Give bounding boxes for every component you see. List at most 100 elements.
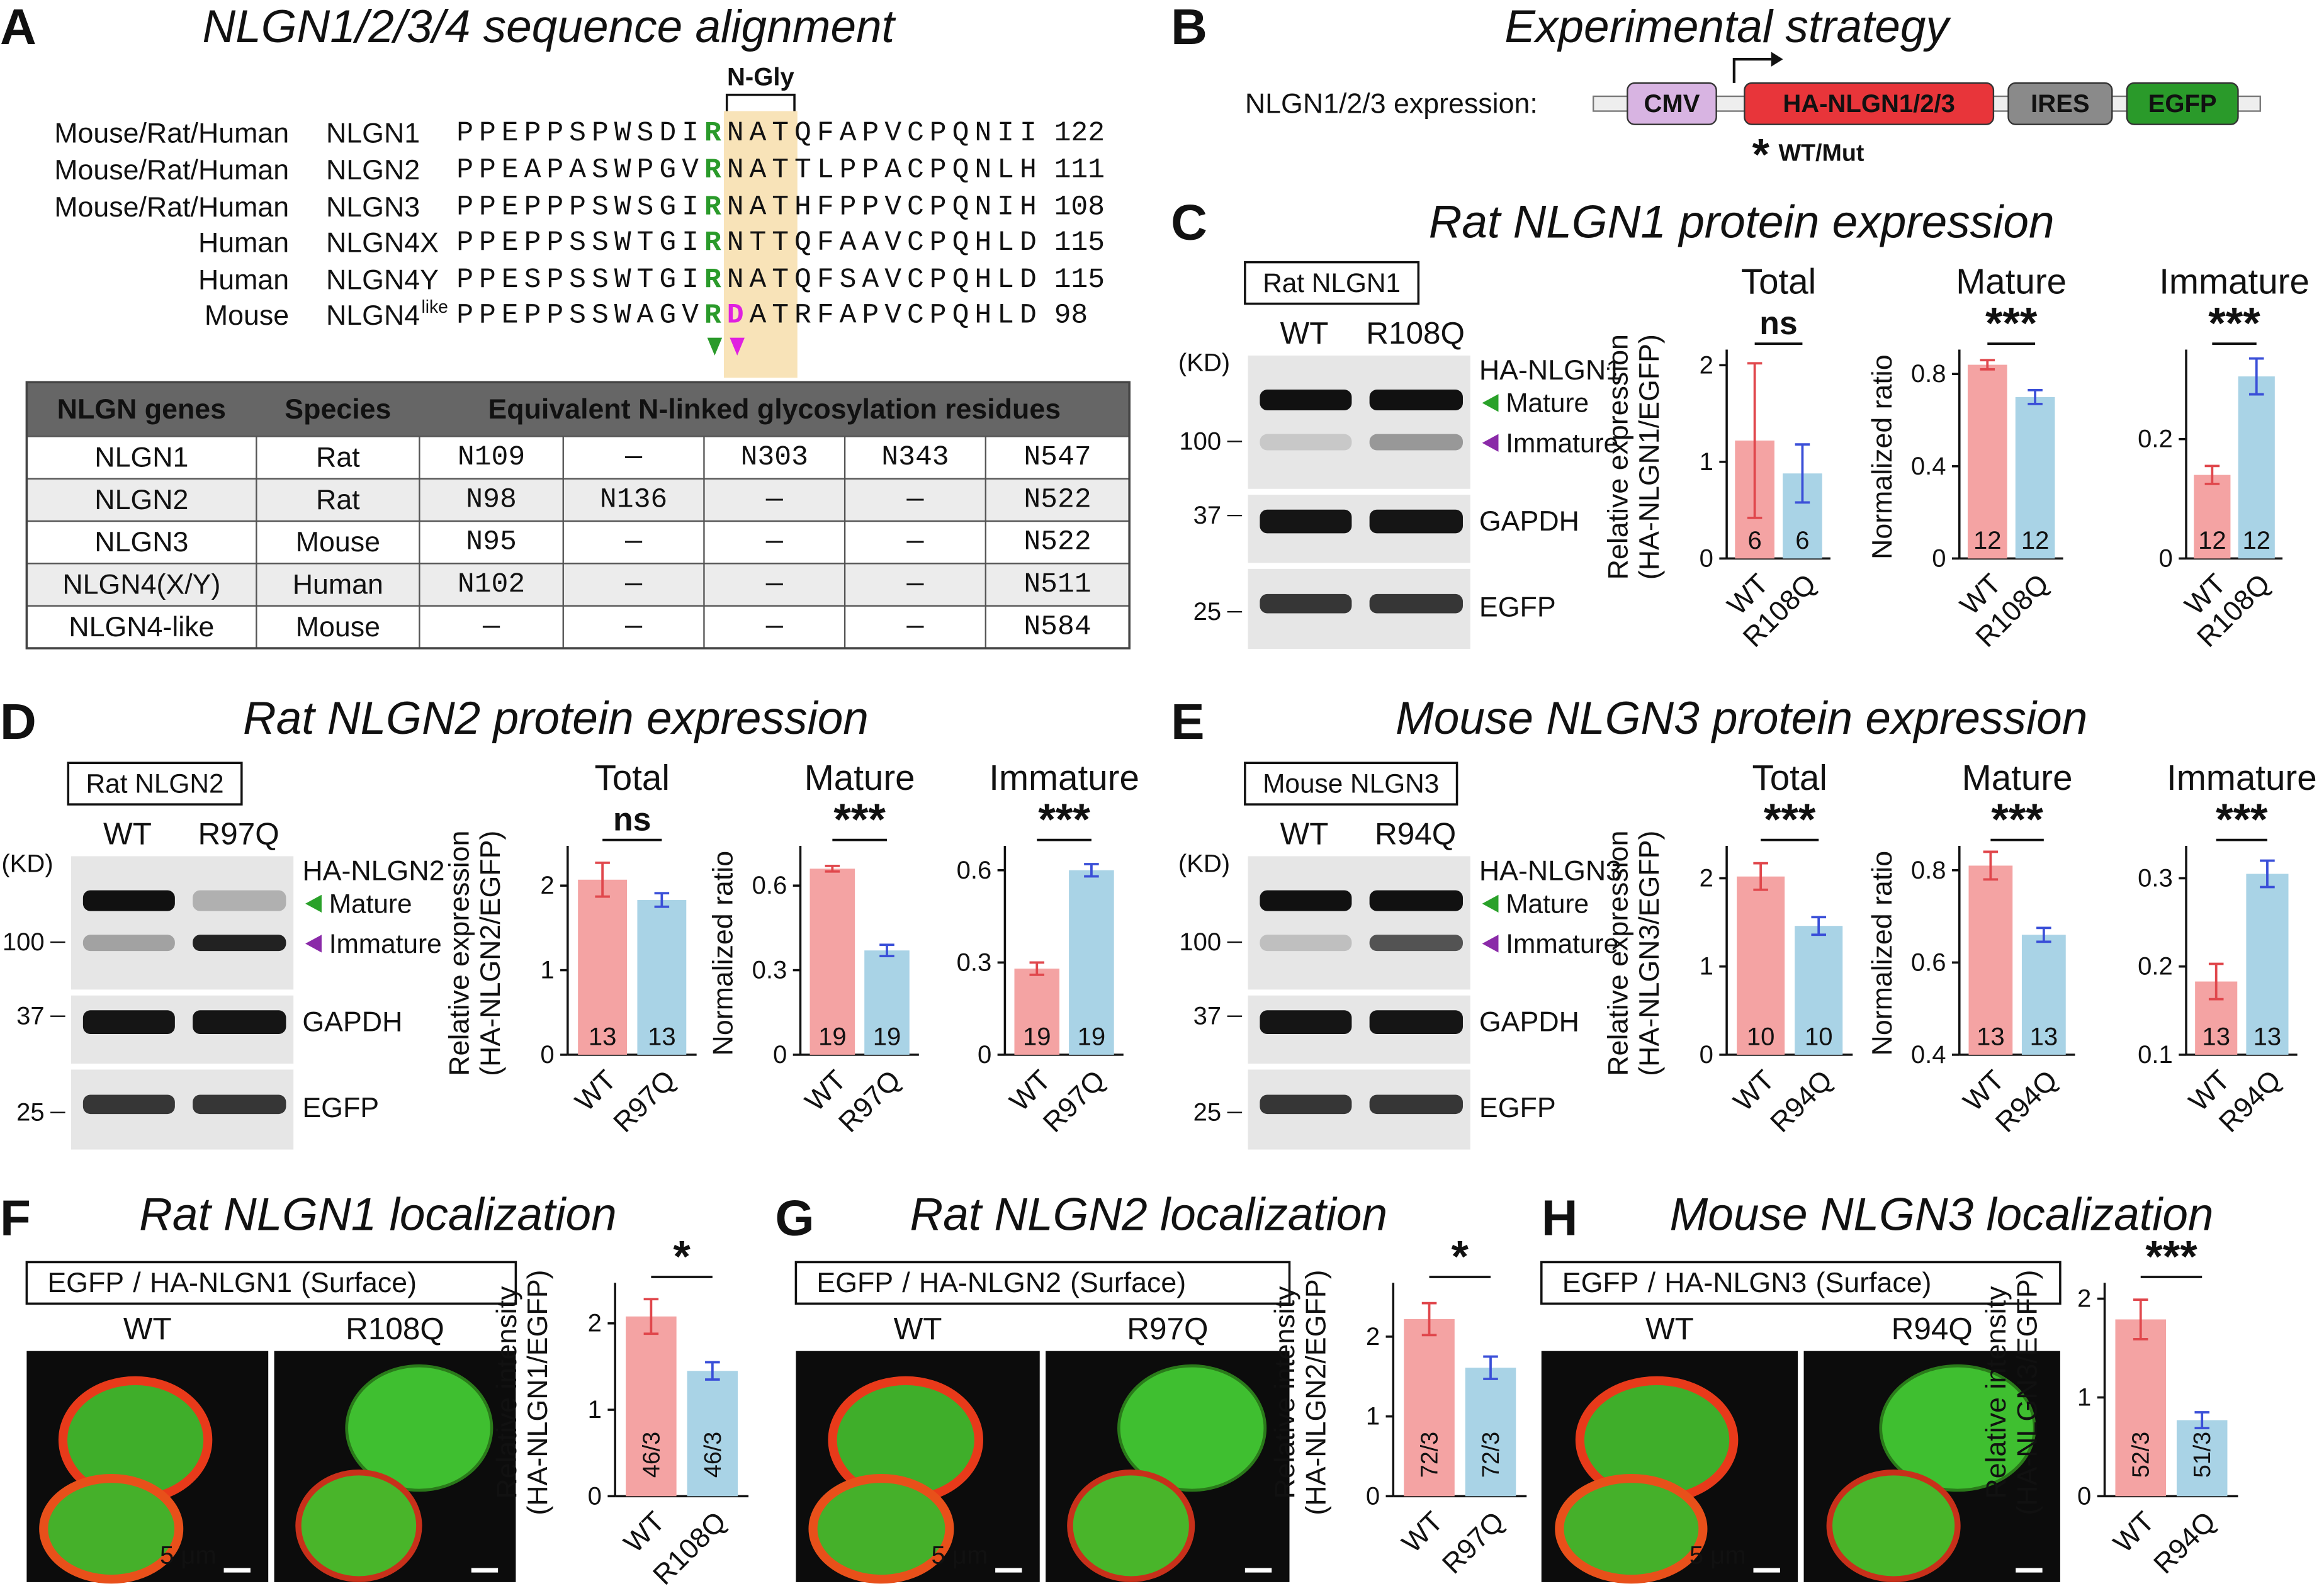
panel-title: Rat NLGN2 protein expression: [243, 693, 869, 744]
bar: [1014, 969, 1060, 1055]
n-label: 72/3: [1416, 1432, 1443, 1478]
band-gapdh: [1260, 509, 1352, 534]
band-label: Mature: [1506, 889, 1589, 918]
y-tick-label: 0.4: [1911, 1041, 1946, 1069]
species: Mouse/Rat/Human: [54, 155, 289, 186]
panel-title: Rat NLGN2 localization: [910, 1189, 1388, 1240]
stain-label: EGFP: [47, 1268, 124, 1298]
band-mature: [1260, 890, 1352, 911]
table-cell: NLGN2: [94, 485, 188, 515]
x-tick-label: R94Q: [1764, 1065, 1838, 1138]
species: Human: [198, 264, 289, 295]
stain-label: (Surface): [1070, 1268, 1186, 1298]
band-label: EGFP: [302, 1093, 379, 1123]
error-bar: [1983, 850, 1999, 881]
band-label: GAPDH: [1479, 1007, 1579, 1038]
band-mature: [1369, 390, 1463, 411]
band-immature: [193, 935, 286, 952]
species: Mouse/Rat/Human: [54, 192, 289, 223]
band-label: GAPDH: [1479, 506, 1579, 537]
bar: [1967, 364, 2007, 559]
table-header-bg: [26, 382, 1130, 437]
construct-label: NLGN1/2/3 expression:: [1245, 88, 1538, 119]
error-bar: [1084, 863, 1099, 878]
y-tick-label: 0: [1366, 1482, 1380, 1510]
table-cell: NLGN4-like: [69, 612, 214, 643]
y-tick-label: 2: [588, 1310, 602, 1337]
band-label: EGFP: [1479, 592, 1556, 623]
table-cell: —: [482, 611, 500, 643]
error-bar: [2260, 859, 2275, 889]
sequence-end: 111: [1054, 155, 1105, 186]
band-label: HA-NLGN2: [302, 856, 444, 887]
motif-label: N-Gly: [727, 63, 794, 91]
chart-title: Immature: [2167, 758, 2317, 797]
band-egfp: [1260, 1094, 1352, 1115]
sequence-end: 108: [1054, 192, 1105, 223]
table-cell: —: [624, 569, 643, 600]
band-gapdh: [1369, 1010, 1463, 1034]
band-label: Mature: [1506, 388, 1589, 418]
cell: [295, 1469, 422, 1582]
gene: NLGN4Y: [326, 264, 439, 295]
construct-label: Rat NLGN2: [86, 769, 224, 799]
construct-element-label: CMV: [1644, 90, 1700, 118]
error-bar: [1980, 359, 1995, 371]
y-tick-label: 2: [1700, 865, 1713, 892]
lane-label: WT: [1645, 1312, 1694, 1346]
y-axis-label: Relative intensity: [1270, 1286, 1300, 1499]
panel-title: Mouse NLGN3 localization: [1670, 1189, 2214, 1240]
stain-label: HA-NLGN3: [1664, 1268, 1807, 1298]
table-header: Species: [285, 394, 391, 425]
y-tick-label: 1: [2077, 1383, 2091, 1411]
band-egfp: [82, 1094, 175, 1115]
band-egfp: [193, 1094, 286, 1115]
significance: ns: [613, 801, 651, 838]
stain-label: /: [133, 1268, 141, 1298]
bar: [864, 950, 910, 1055]
n-label: 19: [1023, 1023, 1051, 1051]
bar: [2021, 935, 2066, 1055]
band-label: HA-NLGN3: [1479, 856, 1622, 887]
chart-title: Mature: [804, 758, 915, 797]
y-tick-label: 0: [2077, 1482, 2091, 1510]
n-label: 46/3: [638, 1432, 664, 1478]
chart-title: Immature: [989, 758, 1139, 797]
mature-arrow: [1482, 894, 1499, 913]
gene: NLGN1: [326, 118, 420, 149]
bar: [2115, 1319, 2167, 1497]
n-label: 12: [2198, 527, 2226, 554]
band-egfp: [1369, 1094, 1463, 1115]
y-axis-label: (HA-NLGN1/EGFP): [1634, 334, 1665, 580]
panel-title: Rat NLGN1 localization: [139, 1189, 617, 1240]
table-cell: —: [906, 611, 925, 643]
y-tick-label: 0: [1700, 1041, 1713, 1069]
error-bar: [2194, 1411, 2209, 1429]
mature-arrow: [1482, 394, 1499, 412]
n-label: 10: [1747, 1023, 1775, 1051]
n-label: 13: [1977, 1023, 2005, 1051]
n-label: 12: [2021, 527, 2050, 554]
y-tick-label: 1: [540, 957, 554, 984]
immature-arrow: [1482, 434, 1499, 452]
table-cell: —: [765, 569, 784, 600]
y-tick-label: 0.8: [1911, 857, 1946, 884]
panel-title: NLGN1/2/3/4 sequence alignment: [202, 1, 896, 52]
stain-label: HA-NLGN1: [150, 1268, 292, 1298]
construct-box: [67, 762, 243, 806]
y-tick-label: 2: [2077, 1285, 2091, 1313]
cell: [1879, 1364, 2036, 1492]
stain-label: EGFP: [816, 1268, 893, 1298]
band-immature: [82, 935, 175, 952]
n-label: 19: [873, 1023, 901, 1051]
y-tick-label: 0: [588, 1482, 602, 1510]
bar: [687, 1371, 738, 1497]
mutation-arrow: [730, 337, 745, 356]
table-cell: —: [624, 442, 643, 473]
size-marker: 25: [1193, 598, 1222, 626]
size-marker: 100: [3, 928, 45, 956]
y-tick-label: 0: [978, 1041, 991, 1069]
table-cell: NLGN1: [94, 442, 188, 473]
